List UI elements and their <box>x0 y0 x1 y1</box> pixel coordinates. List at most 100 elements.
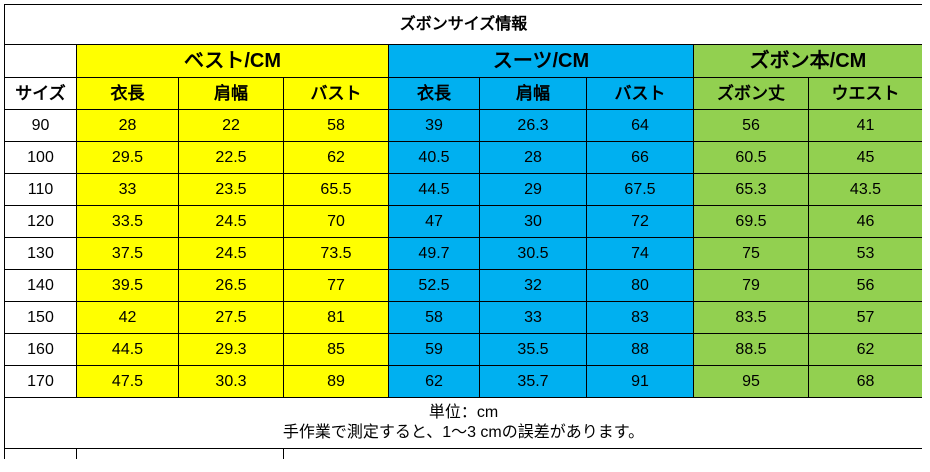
measurement-cell: 45 <box>808 141 922 174</box>
measurement-cell: 64 <box>586 109 694 142</box>
size-cell: 110 <box>4 173 77 206</box>
measurement-cell: 66 <box>586 141 694 174</box>
measurement-cell: 53 <box>808 237 922 270</box>
measurement-cell: 30.3 <box>178 365 284 398</box>
measurement-cell: 83.5 <box>693 301 809 334</box>
measurement-cell: 56 <box>808 269 922 302</box>
size-cell: 160 <box>4 333 77 366</box>
measurement-cell: 88 <box>586 333 694 366</box>
measurement-cell: 26.5 <box>178 269 284 302</box>
note-cell: 単位：cm 手作業で測定すると、1～3 cmの誤差があります。 <box>4 397 922 449</box>
column-header: 肩幅 <box>479 77 587 110</box>
measurement-cell: 73.5 <box>283 237 389 270</box>
measurement-cell: 75 <box>693 237 809 270</box>
column-header: ズボン丈 <box>693 77 809 110</box>
measurement-cell: 79 <box>693 269 809 302</box>
unit-note: 単位：cm <box>428 404 499 421</box>
measurement-cell: 49.7 <box>388 237 480 270</box>
size-cell: 140 <box>4 269 77 302</box>
table-row: 140 39.5 26.5 77 52.5 32 80 79 56 <box>4 269 922 302</box>
measurement-cell: 52.5 <box>388 269 480 302</box>
measurement-cell: 83 <box>586 301 694 334</box>
measurement-cell: 28 <box>479 141 587 174</box>
size-cell: 90 <box>4 109 77 142</box>
trailing-cell <box>4 448 77 459</box>
group-header-pants: ズボン本/CM <box>693 44 922 78</box>
measurement-cell: 26.3 <box>479 109 587 142</box>
table-row: 160 44.5 29.3 85 59 35.5 88 88.5 62 <box>4 333 922 366</box>
measurement-cell: 40.5 <box>388 141 480 174</box>
measurement-cell: 41 <box>808 109 922 142</box>
column-header: バスト <box>586 77 694 110</box>
group-header-row: ベスト/CM スーツ/CM ズボン本/CM <box>4 44 922 78</box>
measurement-cell: 44.5 <box>76 333 179 366</box>
measurement-cell: 47.5 <box>76 365 179 398</box>
table-row: 130 37.5 24.5 73.5 49.7 30.5 74 75 53 <box>4 237 922 270</box>
trailing-row <box>4 448 922 459</box>
measurement-cell: 85 <box>283 333 389 366</box>
measurement-cell: 27.5 <box>178 301 284 334</box>
measurement-cell: 35.5 <box>479 333 587 366</box>
column-header: 衣長 <box>76 77 179 110</box>
table-row: 120 33.5 24.5 70 47 30 72 69.5 46 <box>4 205 922 238</box>
measurement-cell: 65.5 <box>283 173 389 206</box>
measurement-cell: 42 <box>76 301 179 334</box>
measurement-cell: 62 <box>283 141 389 174</box>
measurement-cell: 91 <box>586 365 694 398</box>
measurement-cell: 57 <box>808 301 922 334</box>
measurement-cell: 56 <box>693 109 809 142</box>
measurement-cell: 33.5 <box>76 205 179 238</box>
measurement-cell: 24.5 <box>178 205 284 238</box>
measurement-cell: 62 <box>808 333 922 366</box>
measurement-cell: 22 <box>178 109 284 142</box>
measurement-cell: 29.3 <box>178 333 284 366</box>
measurement-cell: 35.7 <box>479 365 587 398</box>
column-header: バスト <box>283 77 389 110</box>
size-table: ズボンサイズ情報 ベスト/CM スーツ/CM ズボン本/CM サイズ 衣長 肩幅… <box>4 4 922 459</box>
measurement-cell: 23.5 <box>178 173 284 206</box>
measurement-cell: 24.5 <box>178 237 284 270</box>
measurement-cell: 67.5 <box>586 173 694 206</box>
measurement-cell: 43.5 <box>808 173 922 206</box>
table-row: 90 28 22 58 39 26.3 64 56 41 <box>4 109 922 142</box>
measurement-cell: 62 <box>388 365 480 398</box>
size-column-header: サイズ <box>4 77 77 110</box>
table-row: 110 33 23.5 65.5 44.5 29 67.5 65.3 43.5 <box>4 173 922 206</box>
trailing-cell <box>76 448 284 459</box>
group-header-suit: スーツ/CM <box>388 44 694 78</box>
size-cell: 130 <box>4 237 77 270</box>
column-header-row: サイズ 衣長 肩幅 バスト 衣長 肩幅 バスト ズボン丈 ウエスト <box>4 77 922 110</box>
error-note: 手作業で測定すると、1～3 cmの誤差があります。 <box>282 424 645 441</box>
title-row: ズボンサイズ情報 <box>4 4 922 45</box>
group-header-blank <box>4 44 77 78</box>
column-header: 衣長 <box>388 77 480 110</box>
measurement-cell: 37.5 <box>76 237 179 270</box>
measurement-cell: 39 <box>388 109 480 142</box>
table-row: 150 42 27.5 81 58 33 83 83.5 57 <box>4 301 922 334</box>
measurement-cell: 65.3 <box>693 173 809 206</box>
measurement-cell: 58 <box>283 109 389 142</box>
measurement-cell: 33 <box>76 173 179 206</box>
measurement-cell: 70 <box>283 205 389 238</box>
size-cell: 120 <box>4 205 77 238</box>
measurement-cell: 69.5 <box>693 205 809 238</box>
size-cell: 150 <box>4 301 77 334</box>
size-cell: 170 <box>4 365 77 398</box>
measurement-cell: 32 <box>479 269 587 302</box>
table-row: 100 29.5 22.5 62 40.5 28 66 60.5 45 <box>4 141 922 174</box>
measurement-cell: 58 <box>388 301 480 334</box>
size-chart: ズボンサイズ情報 ベスト/CM スーツ/CM ズボン本/CM サイズ 衣長 肩幅… <box>4 4 922 472</box>
measurement-cell: 89 <box>283 365 389 398</box>
measurement-cell: 28 <box>76 109 179 142</box>
measurement-cell: 60.5 <box>693 141 809 174</box>
measurement-cell: 77 <box>283 269 389 302</box>
measurement-cell: 68 <box>808 365 922 398</box>
measurement-cell: 29.5 <box>76 141 179 174</box>
measurement-cell: 30.5 <box>479 237 587 270</box>
measurement-cell: 74 <box>586 237 694 270</box>
measurement-cell: 47 <box>388 205 480 238</box>
column-header: 肩幅 <box>178 77 284 110</box>
table-title: ズボンサイズ情報 <box>4 4 922 45</box>
measurement-cell: 29 <box>479 173 587 206</box>
measurement-cell: 95 <box>693 365 809 398</box>
